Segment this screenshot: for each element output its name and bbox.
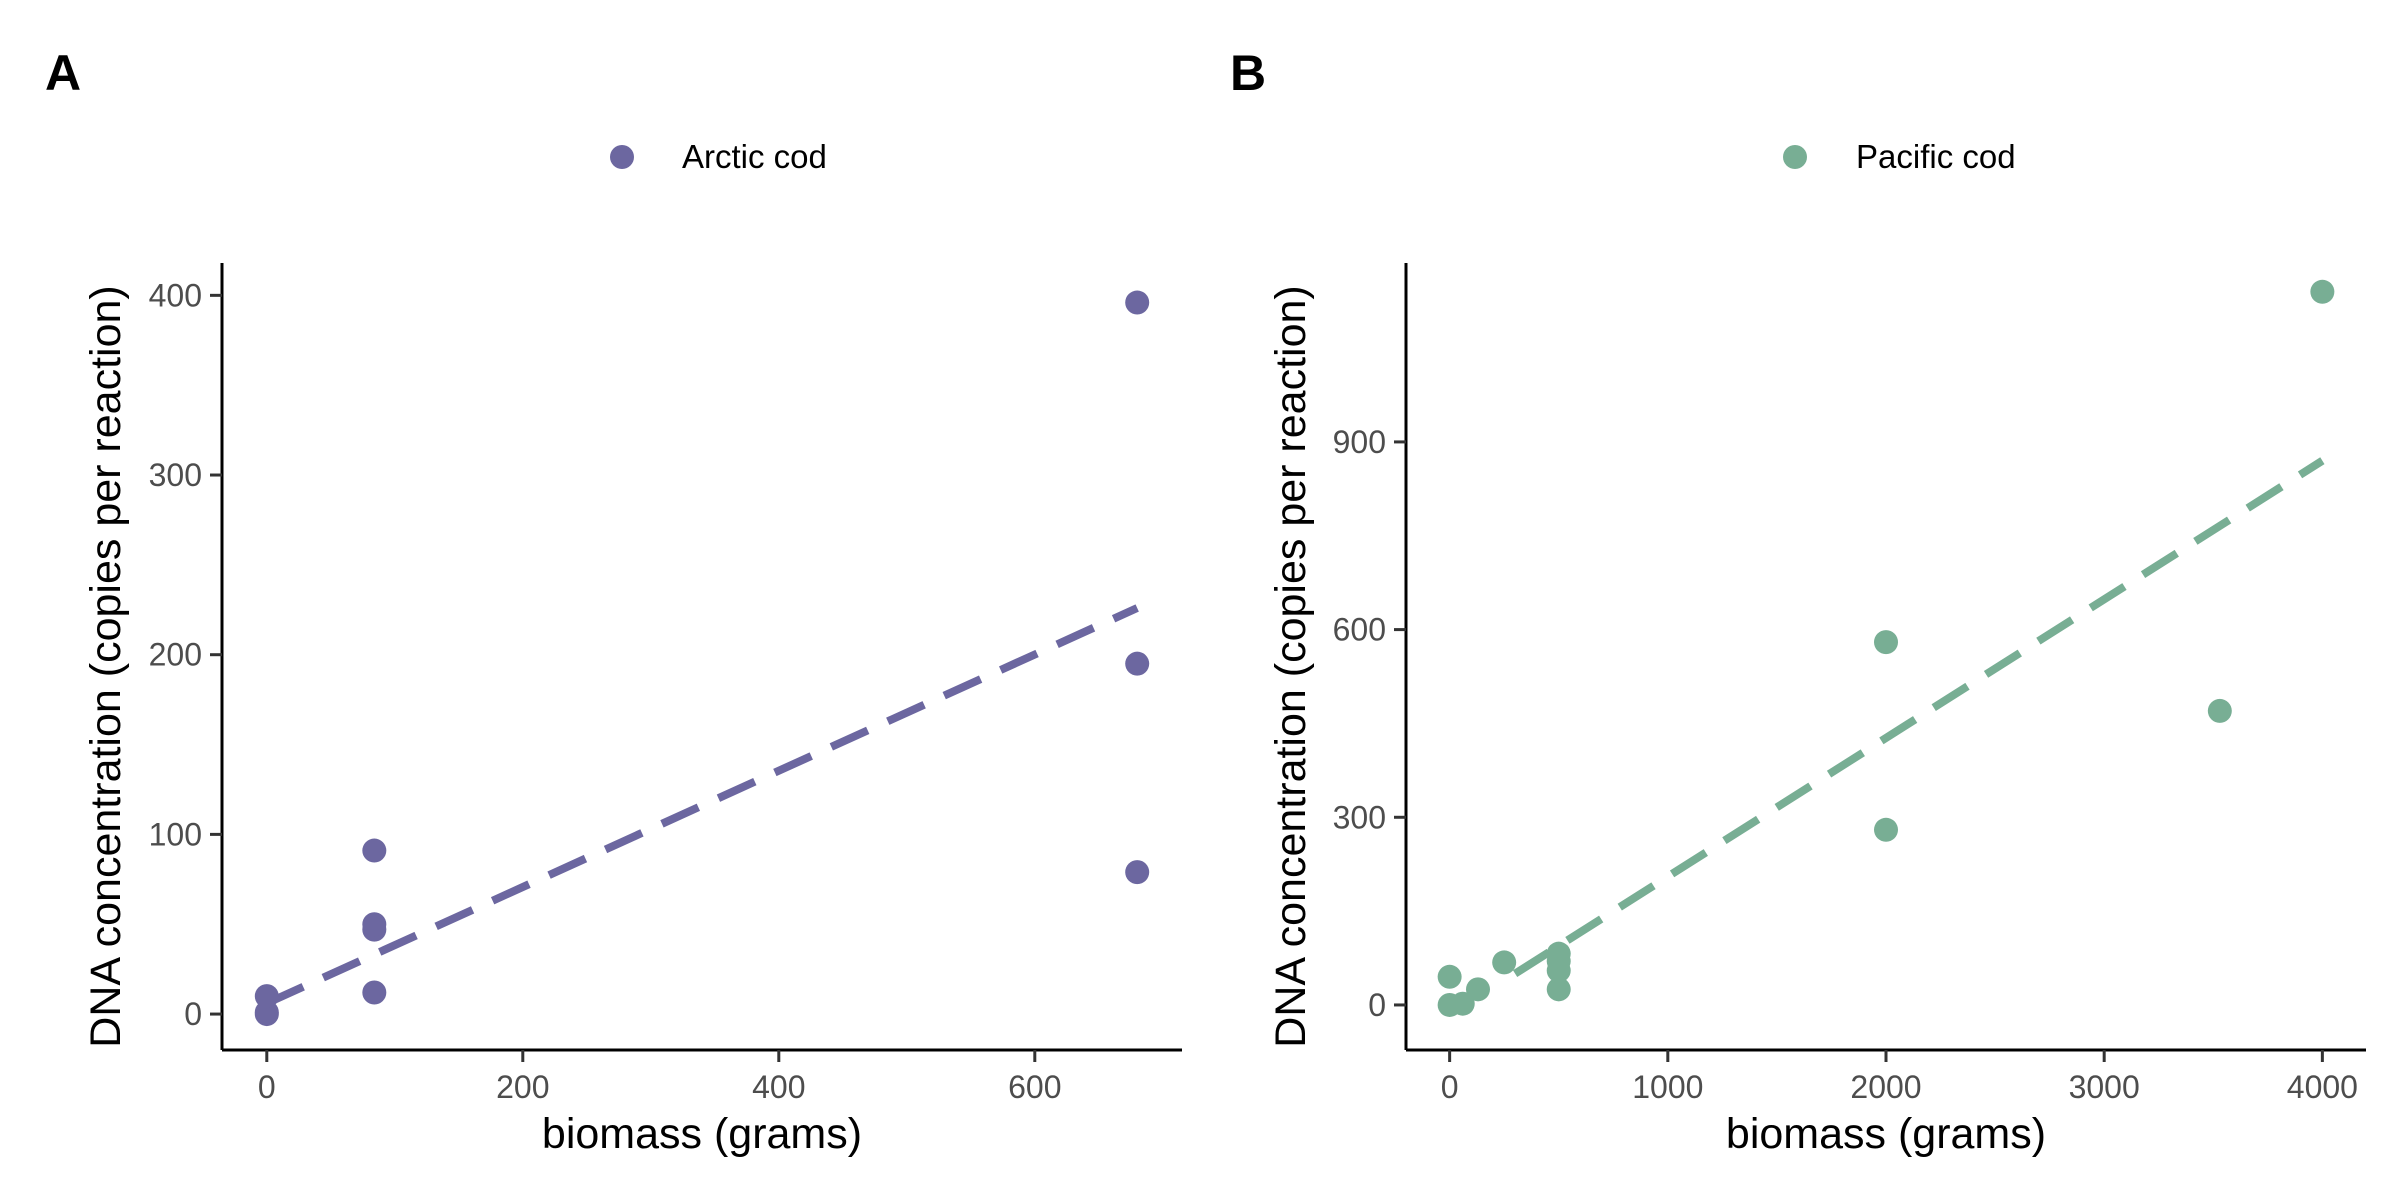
- y-axis-title: DNA concentration (copies per reaction): [82, 285, 130, 1047]
- data-point: [1466, 977, 1490, 1002]
- x-tick-label: 600: [1008, 1069, 1061, 1105]
- y-tick-label: 0: [184, 996, 202, 1032]
- data-point: [254, 984, 279, 1009]
- data-point: [1125, 651, 1150, 676]
- data-point: [1125, 290, 1150, 315]
- y-axis-title: DNA concentration (copies per reaction): [1267, 285, 1315, 1047]
- x-tick-label: 2000: [1850, 1069, 1921, 1105]
- x-tick-label: 3000: [2069, 1069, 2140, 1105]
- legend-marker: [1783, 145, 1807, 169]
- x-axis-title: biomass (grams): [542, 1110, 862, 1158]
- data-point: [362, 912, 387, 937]
- chart-panel-b: B Pacific cod 0 1000 2000 3000 4000 0 300 600 900 b…: [1230, 45, 2366, 1158]
- x-tick-label: 200: [496, 1069, 549, 1105]
- chart-panel-a: A Arctic cod 0 200 400 600 0 100 200 300 400 biomas…: [45, 45, 1182, 1158]
- data-point: [1125, 860, 1150, 885]
- data-point: [2310, 279, 2335, 304]
- legend-marker: [610, 145, 634, 169]
- data-point: [1450, 991, 1475, 1016]
- legend-label: Arctic cod: [682, 138, 827, 175]
- data-point: [1546, 977, 1571, 1002]
- y-tick-label: 200: [149, 637, 202, 673]
- x-axis-title: biomass (grams): [1726, 1110, 2046, 1158]
- x-tick-label: 0: [1441, 1069, 1459, 1105]
- x-tick-label: 400: [752, 1069, 805, 1105]
- data-point: [1492, 950, 1517, 975]
- x-tick-label: 0: [258, 1069, 276, 1105]
- data-point: [362, 838, 387, 863]
- y-tick-label: 600: [1333, 612, 1386, 648]
- trend-line: [1512, 457, 2325, 978]
- data-point: [2207, 698, 2232, 723]
- x-tick-label: 4000: [2287, 1069, 2358, 1105]
- y-tick-label: 0: [1368, 987, 1386, 1023]
- y-tick-label: 300: [1333, 799, 1386, 835]
- data-point: [1437, 964, 1462, 989]
- panel-tag: A: [45, 45, 81, 101]
- data-point: [362, 980, 387, 1005]
- y-tick-label: 100: [149, 816, 202, 852]
- y-tick-label: 900: [1333, 424, 1386, 460]
- data-point: [1874, 817, 1898, 842]
- legend-label: Pacific cod: [1856, 138, 2016, 175]
- y-tick-label: 300: [149, 457, 202, 493]
- data-point: [1874, 630, 1898, 655]
- trend-line: [265, 604, 1139, 1007]
- panel-tag: B: [1230, 45, 1266, 101]
- y-tick-label: 400: [149, 277, 202, 313]
- data-point: [1546, 941, 1571, 966]
- x-tick-label: 1000: [1632, 1069, 1703, 1105]
